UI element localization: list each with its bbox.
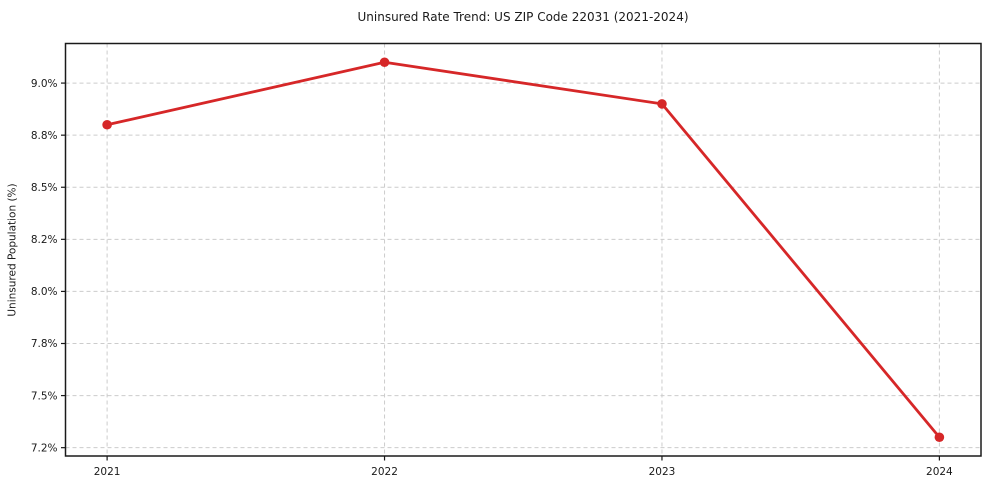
x-tick-label: 2021 — [94, 466, 121, 478]
uninsured-rate-series — [102, 57, 945, 443]
y-tick-label: 7.5% — [31, 390, 58, 402]
y-tick-label: 8.5% — [31, 182, 58, 194]
data-point-marker — [657, 99, 667, 109]
y-tick-label: 7.8% — [31, 338, 58, 350]
x-tick-label: 2024 — [926, 466, 953, 478]
y-tick-label: 7.2% — [31, 442, 58, 454]
y-axis-ticks: 7.2% 7.5% 7.8% 8.0% 8.2% 8.5% 8.8% 9.0% — [31, 78, 66, 454]
trend-line — [105, 60, 941, 439]
chart-title: Uninsured Rate Trend: US ZIP Code 22031 … — [357, 10, 688, 24]
y-axis-label: Uninsured Population (%) — [7, 183, 19, 316]
x-tick-label: 2022 — [371, 466, 398, 478]
data-point-marker — [102, 119, 112, 130]
x-tick-label: 2023 — [649, 466, 676, 478]
data-point-marker — [379, 57, 390, 68]
x-axis-ticks: 2021 2022 2023 2024 — [94, 456, 953, 478]
y-tick-label: 9.0% — [31, 78, 58, 90]
plot-area-border — [64, 42, 982, 457]
gridlines — [65, 43, 981, 456]
data-point-marker — [934, 432, 945, 443]
y-tick-label: 8.2% — [31, 234, 58, 246]
y-tick-label: 8.8% — [31, 130, 58, 142]
y-tick-label: 8.0% — [31, 286, 58, 298]
